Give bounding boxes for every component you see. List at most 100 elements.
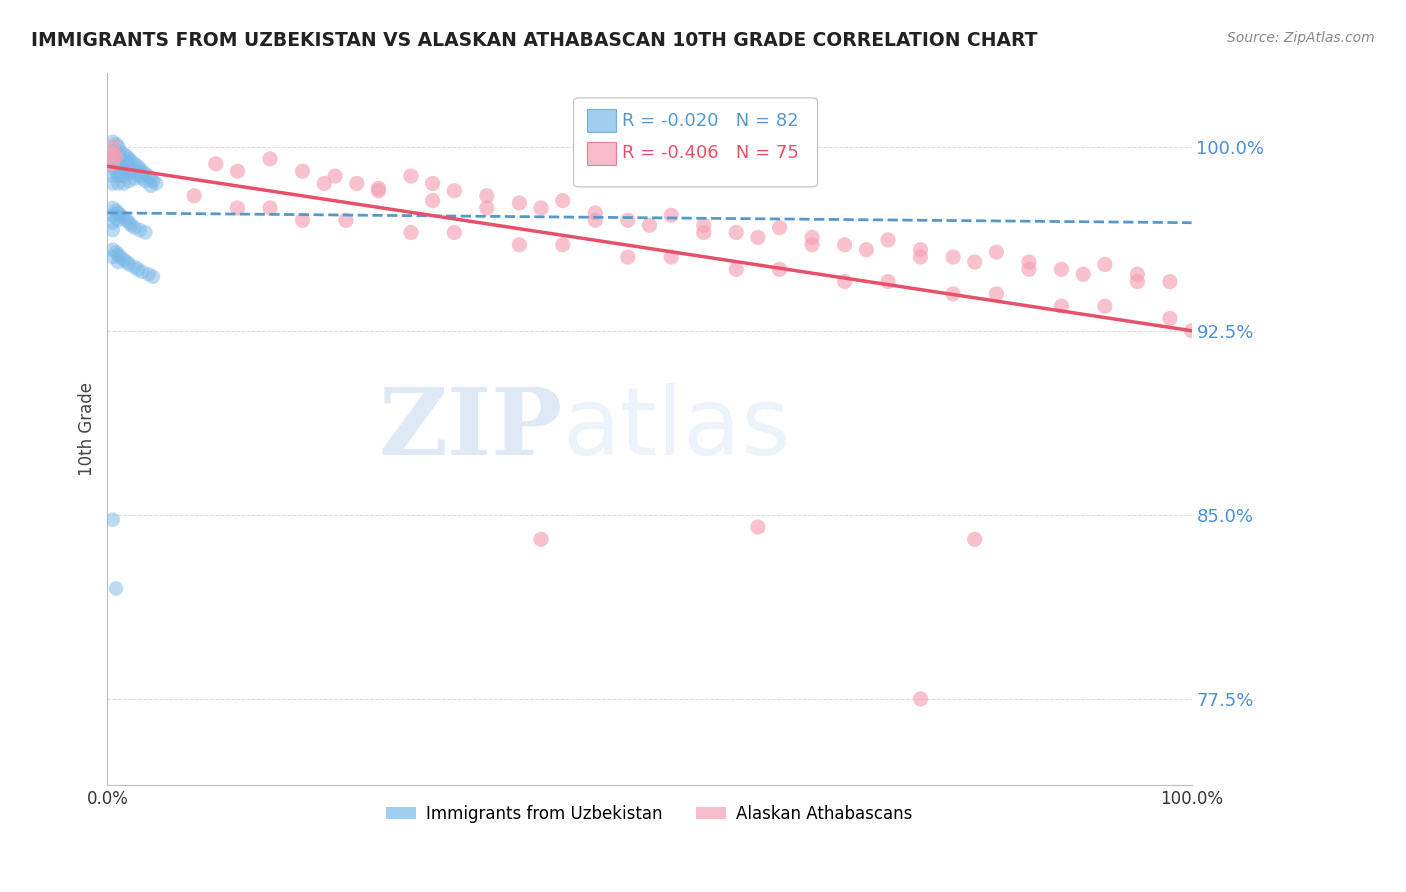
Point	[877, 233, 900, 247]
Point	[131, 164, 153, 178]
Point	[291, 164, 314, 178]
Point	[107, 213, 129, 227]
Point	[1159, 311, 1181, 326]
Point	[107, 177, 129, 191]
Point	[583, 213, 606, 227]
Point	[107, 147, 129, 161]
Point	[910, 691, 932, 706]
Point	[124, 260, 146, 274]
Point	[986, 245, 1008, 260]
Point	[120, 154, 142, 169]
Text: R = -0.020   N = 82: R = -0.020 N = 82	[623, 112, 799, 129]
Point	[855, 243, 877, 257]
Point	[134, 167, 156, 181]
Point	[118, 216, 141, 230]
Point	[101, 135, 124, 149]
Point	[120, 218, 142, 232]
Point	[1126, 275, 1149, 289]
FancyBboxPatch shape	[586, 142, 616, 165]
Point	[101, 157, 124, 171]
Point	[110, 145, 132, 159]
Point	[110, 159, 132, 173]
Legend: Immigrants from Uzbekistan, Alaskan Athabascans: Immigrants from Uzbekistan, Alaskan Atha…	[380, 798, 920, 830]
Point	[134, 226, 156, 240]
Point	[101, 216, 124, 230]
Point	[124, 157, 146, 171]
Point	[120, 161, 142, 176]
Point	[142, 269, 165, 284]
Point	[443, 226, 465, 240]
Point	[422, 177, 444, 191]
Point	[142, 174, 165, 188]
Point	[105, 147, 128, 161]
Point	[101, 250, 124, 264]
Point	[399, 226, 422, 240]
Point	[105, 582, 128, 596]
Text: Source: ZipAtlas.com: Source: ZipAtlas.com	[1227, 31, 1375, 45]
Point	[115, 149, 138, 163]
Point	[335, 213, 357, 227]
Point	[139, 178, 162, 193]
Point	[124, 220, 146, 235]
Point	[107, 206, 129, 220]
Point	[124, 171, 146, 186]
Point	[963, 533, 986, 547]
Point	[112, 147, 135, 161]
Point	[105, 137, 128, 152]
Point	[101, 243, 124, 257]
Point	[107, 154, 129, 169]
Point	[118, 167, 141, 181]
Point	[112, 252, 135, 267]
Point	[367, 184, 389, 198]
Point	[422, 194, 444, 208]
Point	[942, 250, 965, 264]
Point	[101, 208, 124, 222]
Point	[107, 139, 129, 153]
Point	[101, 159, 124, 173]
Point	[101, 145, 124, 159]
Point	[115, 213, 138, 227]
Point	[910, 243, 932, 257]
Point	[101, 147, 124, 161]
Point	[112, 211, 135, 225]
Point	[105, 211, 128, 225]
Point	[725, 262, 748, 277]
Point	[110, 250, 132, 264]
Point	[1159, 275, 1181, 289]
Point	[138, 169, 160, 183]
Point	[1050, 262, 1073, 277]
Point	[129, 223, 152, 237]
Point	[314, 177, 336, 191]
Point	[801, 230, 824, 244]
Point	[110, 208, 132, 222]
Point	[129, 161, 152, 176]
FancyBboxPatch shape	[586, 110, 616, 132]
Point	[1018, 262, 1040, 277]
Point	[1018, 255, 1040, 269]
Point	[877, 275, 900, 289]
Point	[801, 237, 824, 252]
Point	[986, 286, 1008, 301]
FancyBboxPatch shape	[574, 98, 817, 186]
Point	[551, 237, 574, 252]
Point	[291, 213, 314, 227]
Point	[101, 152, 124, 166]
Point	[583, 206, 606, 220]
Point	[101, 223, 124, 237]
Point	[115, 255, 138, 269]
Point	[110, 167, 132, 181]
Point	[118, 152, 141, 166]
Point	[118, 159, 141, 173]
Point	[768, 220, 790, 235]
Point	[101, 169, 124, 183]
Point	[134, 174, 156, 188]
Point	[107, 169, 129, 183]
Point	[127, 167, 149, 181]
Point	[367, 181, 389, 195]
Point	[112, 169, 135, 183]
Point	[475, 201, 498, 215]
Y-axis label: 10th Grade: 10th Grade	[79, 382, 96, 475]
Point	[183, 188, 205, 202]
Point	[1071, 267, 1094, 281]
Point	[1094, 257, 1116, 271]
